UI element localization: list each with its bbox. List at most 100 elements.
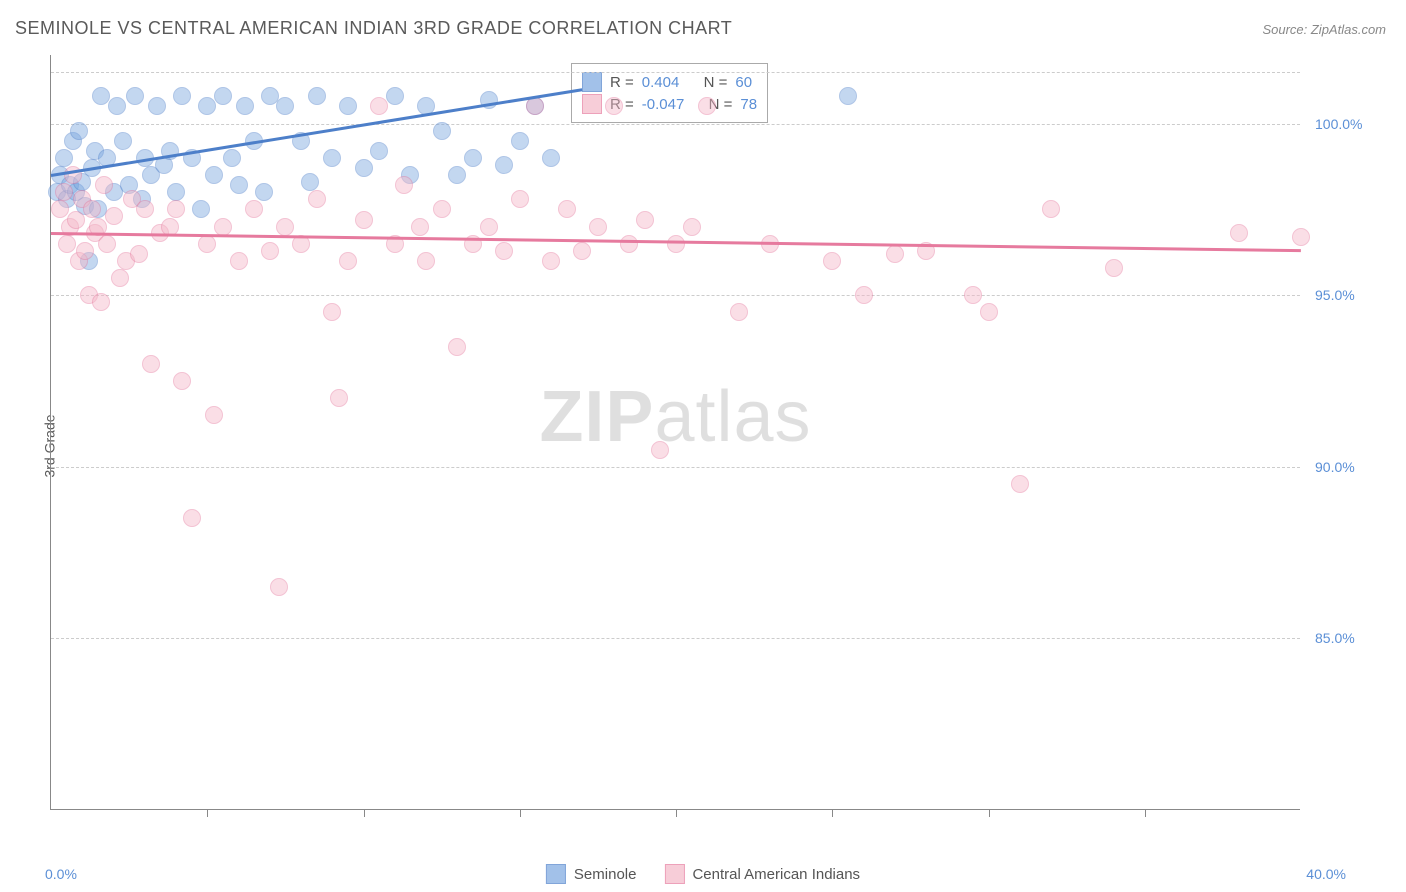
scatter-point <box>198 235 216 253</box>
x-tick <box>1145 809 1146 817</box>
scatter-point <box>651 441 669 459</box>
stats-n-value: 60 <box>735 74 752 91</box>
stats-n-label: N = <box>704 74 728 91</box>
scatter-point <box>386 87 404 105</box>
stats-r-value: -0.047 <box>642 96 685 113</box>
x-tick-max: 40.0% <box>1306 866 1346 882</box>
legend-swatch <box>546 864 566 884</box>
scatter-point <box>192 200 210 218</box>
x-tick-min: 0.0% <box>45 866 77 882</box>
scatter-point <box>370 97 388 115</box>
scatter-point <box>108 97 126 115</box>
scatter-point <box>261 242 279 260</box>
scatter-point <box>480 218 498 236</box>
scatter-point <box>573 242 591 260</box>
scatter-point <box>55 149 73 167</box>
scatter-point <box>205 406 223 424</box>
scatter-point <box>167 183 185 201</box>
scatter-point <box>230 176 248 194</box>
legend-label: Central American Indians <box>692 866 860 883</box>
scatter-point <box>183 509 201 527</box>
scatter-point <box>1042 200 1060 218</box>
scatter-point <box>542 252 560 270</box>
gridline-h <box>51 638 1300 639</box>
scatter-point <box>308 190 326 208</box>
scatter-point <box>839 87 857 105</box>
scatter-point <box>526 97 544 115</box>
scatter-point <box>330 389 348 407</box>
scatter-point <box>92 293 110 311</box>
scatter-point <box>1230 224 1248 242</box>
stats-row: R =0.404 N =60 <box>582 72 757 92</box>
scatter-point <box>255 183 273 201</box>
scatter-point <box>511 132 529 150</box>
scatter-point <box>173 87 191 105</box>
scatter-point <box>495 242 513 260</box>
scatter-point <box>67 211 85 229</box>
y-tick-label: 100.0% <box>1315 116 1362 132</box>
scatter-point <box>730 303 748 321</box>
legend-bottom: Seminole Central American Indians <box>546 864 860 884</box>
scatter-point <box>395 176 413 194</box>
scatter-point <box>245 200 263 218</box>
scatter-point <box>111 269 129 287</box>
scatter-point <box>58 235 76 253</box>
scatter-point <box>1292 228 1310 246</box>
watermark-atlas: atlas <box>654 377 811 457</box>
scatter-point <box>605 97 623 115</box>
scatter-point <box>55 183 73 201</box>
x-tick <box>520 809 521 817</box>
scatter-point <box>433 122 451 140</box>
legend-label: Seminole <box>574 866 637 883</box>
scatter-point <box>823 252 841 270</box>
chart-title: SEMINOLE VS CENTRAL AMERICAN INDIAN 3RD … <box>15 18 732 39</box>
gridline-h <box>51 72 1300 73</box>
scatter-point <box>276 218 294 236</box>
scatter-point <box>214 87 232 105</box>
scatter-point <box>114 132 132 150</box>
gridline-h <box>51 467 1300 468</box>
scatter-point <box>95 176 113 194</box>
scatter-point <box>683 218 701 236</box>
scatter-point <box>698 97 716 115</box>
y-tick-label: 95.0% <box>1315 287 1355 303</box>
scatter-point <box>433 200 451 218</box>
scatter-point <box>355 211 373 229</box>
scatter-point <box>308 87 326 105</box>
legend-item: Central American Indians <box>664 864 860 884</box>
gridline-h <box>51 295 1300 296</box>
scatter-point <box>339 97 357 115</box>
legend-swatch <box>664 864 684 884</box>
legend-item: Seminole <box>546 864 637 884</box>
scatter-point <box>230 252 248 270</box>
scatter-point <box>70 122 88 140</box>
scatter-point <box>339 252 357 270</box>
stats-n-value: 78 <box>740 96 757 113</box>
scatter-point <box>323 303 341 321</box>
source-label: Source: ZipAtlas.com <box>1262 22 1386 37</box>
scatter-point <box>589 218 607 236</box>
scatter-point <box>370 142 388 160</box>
scatter-point <box>98 235 116 253</box>
scatter-point <box>301 173 319 191</box>
gridline-h <box>51 124 1300 125</box>
scatter-point <box>464 149 482 167</box>
scatter-point <box>105 207 123 225</box>
legend-swatch <box>582 94 602 114</box>
scatter-point <box>136 200 154 218</box>
scatter-point <box>620 235 638 253</box>
scatter-point <box>205 166 223 184</box>
scatter-point <box>855 286 873 304</box>
scatter-point <box>980 303 998 321</box>
scatter-point <box>411 218 429 236</box>
scatter-point <box>636 211 654 229</box>
x-tick <box>207 809 208 817</box>
scatter-point <box>126 87 144 105</box>
scatter-point <box>173 372 191 390</box>
y-tick-label: 85.0% <box>1315 630 1355 646</box>
scatter-point <box>83 200 101 218</box>
scatter-point <box>223 149 241 167</box>
scatter-point <box>511 190 529 208</box>
scatter-point <box>270 578 288 596</box>
scatter-point <box>167 200 185 218</box>
